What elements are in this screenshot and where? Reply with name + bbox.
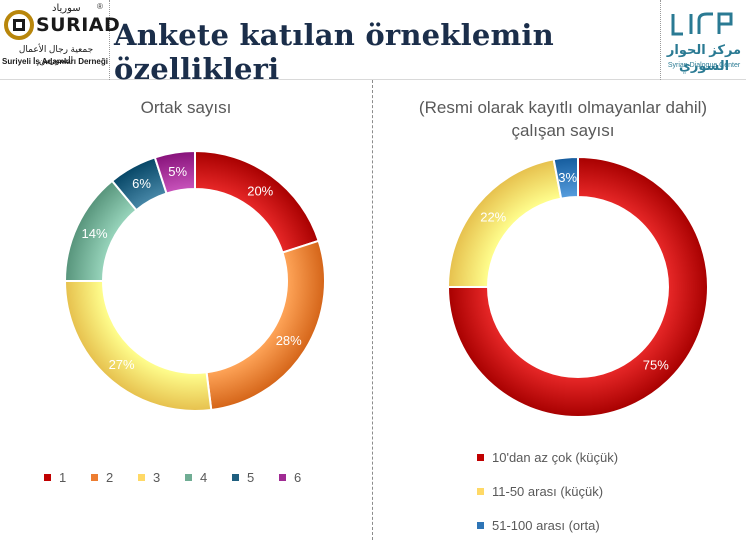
legend-item: 11-50 arası (küçük) — [477, 474, 618, 508]
data-label: 5% — [168, 164, 187, 179]
data-label: 14% — [82, 226, 108, 241]
panel-divider — [372, 80, 373, 540]
sdc-emblem-icon — [671, 12, 733, 36]
legend-swatch — [138, 474, 145, 481]
legend-swatch — [477, 453, 484, 461]
data-label: 22% — [480, 209, 506, 224]
donut-slice-3 — [63, 280, 213, 412]
legend-swatch — [185, 474, 192, 481]
legend-item: 51-100 arası (orta) — [477, 508, 618, 540]
legend-item: 5 — [232, 470, 279, 485]
header: سورياد ® SURIAD جمعية رجال الأعمال السور… — [0, 0, 746, 86]
legend-label: 2 — [106, 470, 114, 485]
data-label: 27% — [109, 357, 135, 372]
legend-label: 1 — [59, 470, 67, 485]
suriad-latin-subtitle: Suriyeli İş Adamları Derneği — [2, 57, 108, 66]
legend-label: 5 — [247, 470, 255, 485]
donut-slice-6 — [153, 149, 196, 195]
suriad-wordmark: SURIAD — [36, 14, 121, 36]
data-label: 75% — [643, 357, 669, 372]
legend-swatch — [477, 487, 484, 495]
legend-swatch — [279, 474, 286, 481]
legend-item: 4 — [185, 470, 232, 485]
legend: 10'dan az çok (küçük) 11-50 arası (küçük)… — [477, 440, 618, 540]
legend-item: 10'dan az çok (küçük) — [477, 440, 618, 474]
legend-item: 3 — [138, 470, 185, 485]
suriad-arabic-top: سورياد — [52, 3, 81, 14]
legend-swatch — [232, 474, 239, 481]
donut-slice-2 — [205, 239, 326, 412]
sdc-latin-name: Syrian Dialogue Center — [667, 62, 741, 69]
legend-label: 6 — [294, 470, 302, 485]
donut-slice-1 — [194, 149, 320, 254]
donut-chart-partners: 20% 28% 27% 14% 6% 5% — [63, 149, 326, 412]
legend-swatch — [477, 521, 484, 529]
legend-item: 6 — [279, 470, 326, 485]
donut-slice-51-100-aras-orta- — [552, 155, 579, 200]
data-label: 3% — [558, 170, 577, 185]
chart-panel-employees: (Resmi olarak kayıtlı olmayanlar dahil) … — [373, 80, 746, 540]
chart-title: (Resmi olarak kayıtlı olmayanlar dahil) … — [418, 98, 708, 140]
legend-label: 10'dan az çok (küçük) — [492, 449, 619, 465]
legend: 1 2 3 4 5 6 — [44, 470, 326, 485]
registered-mark: ® — [97, 2, 103, 11]
legend-label: 11-50 arası (küçük) — [492, 483, 604, 499]
legend-swatch — [91, 474, 98, 481]
data-label: 28% — [276, 333, 302, 348]
legend-label: 3 — [153, 470, 161, 485]
legend-swatch — [44, 474, 51, 481]
legend-label: 4 — [200, 470, 208, 485]
data-label: 6% — [132, 176, 151, 191]
suriad-logo: سورياد ® SURIAD جمعية رجال الأعمال السور… — [0, 0, 120, 80]
syrian-dialogue-center-logo: مركز الحوار السوري Syrian Dialogue Cente… — [660, 0, 746, 80]
suriad-emblem-icon — [4, 10, 34, 40]
legend-item: 2 — [91, 470, 138, 485]
page-title: Ankete katılan örneklemin özellikleri — [114, 18, 554, 86]
donut-chart-employees: 75% 22% 3% — [446, 155, 709, 418]
donut-slice-10-dan-az-ok-k-k- — [446, 155, 709, 418]
data-label: 20% — [247, 184, 273, 199]
suriad-arabic-subtitle: جمعية رجال الأعمال السوريين — [18, 44, 94, 65]
chart-panel-partners: Ortak sayısı 20% 28% 27% 14% 6% 5% 1 2 3 4 5 6 — [0, 80, 372, 540]
legend-label: 51-100 arası (orta) — [492, 517, 600, 533]
chart-title: Ortak sayısı — [140, 98, 232, 117]
sdc-arabic-name: مركز الحوار السوري — [666, 42, 742, 73]
legend-item: 1 — [44, 470, 91, 485]
